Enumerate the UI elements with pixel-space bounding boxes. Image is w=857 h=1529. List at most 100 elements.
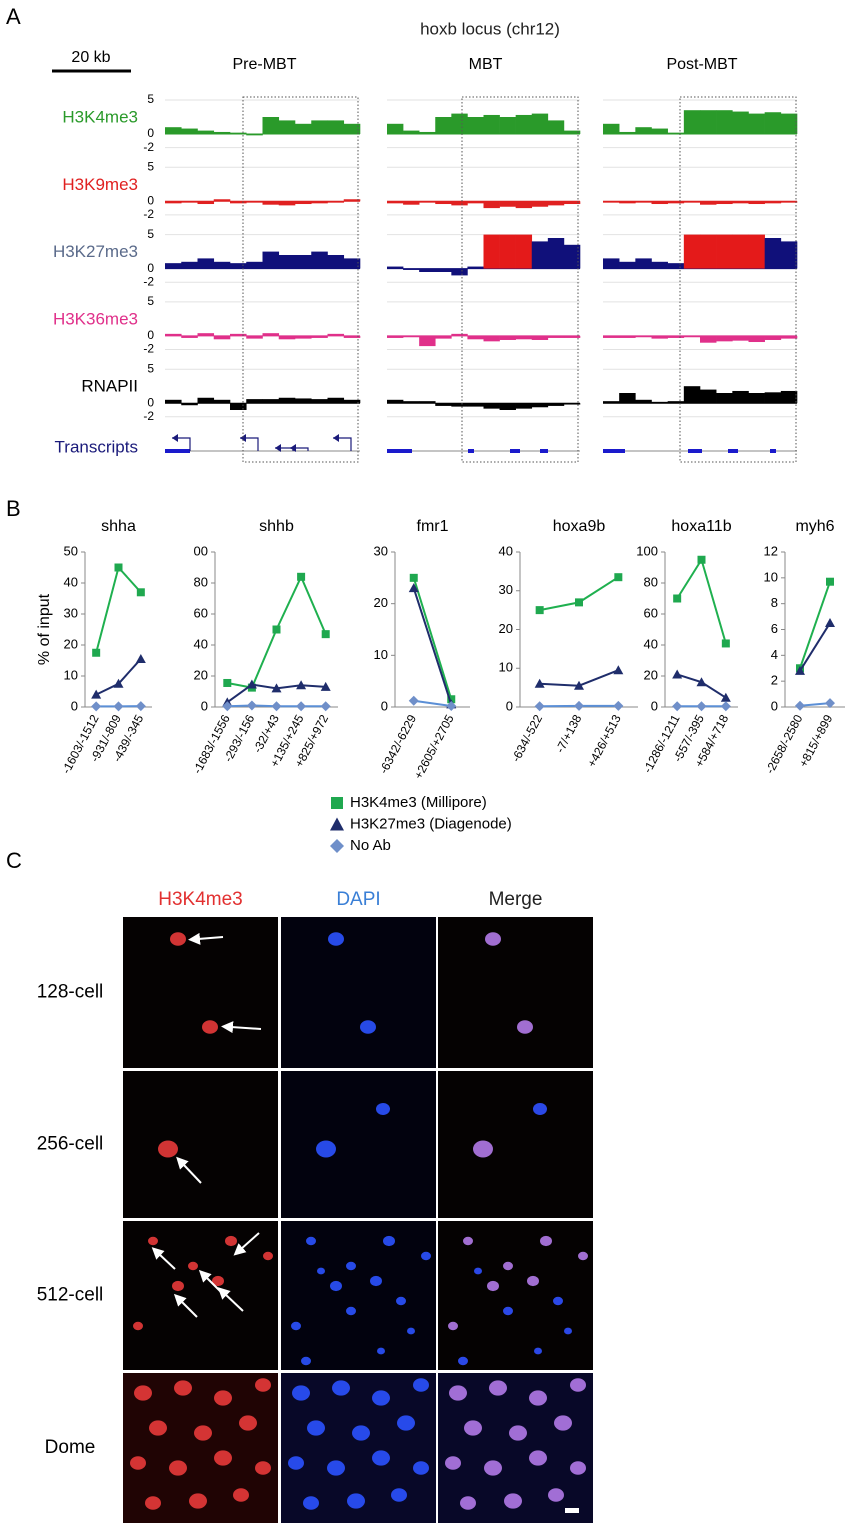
- signal-bar: [619, 132, 635, 134]
- signal-bar: [214, 262, 231, 269]
- signal-bar: [716, 110, 732, 134]
- nucleus: [485, 932, 501, 946]
- point-marker: [721, 701, 731, 711]
- signal-bar: [246, 336, 263, 339]
- signal-bar: [635, 127, 651, 134]
- signal-bar: [548, 336, 564, 338]
- signal-bar: [165, 127, 182, 134]
- signal-bar: [165, 201, 182, 203]
- nucleus: [188, 1262, 198, 1271]
- point-marker: [672, 669, 682, 678]
- signal-bar: [467, 267, 483, 269]
- signal-bar: [214, 400, 231, 403]
- signal-bar: [181, 201, 198, 202]
- signal-bar: [165, 263, 182, 268]
- nucleus: [553, 1297, 563, 1306]
- y-tick-label: 6: [771, 621, 778, 636]
- x-tick-label: -2658/-2580: [763, 712, 806, 776]
- y-tick-label: 0: [147, 126, 154, 140]
- nucleus: [391, 1488, 407, 1502]
- signal-bar: [451, 114, 467, 134]
- nucleus: [316, 1141, 336, 1158]
- micrograph: [438, 1071, 593, 1218]
- signal-bar: [263, 252, 280, 269]
- y-tick-label: 40: [644, 636, 658, 651]
- nucleus: [346, 1307, 356, 1316]
- point-marker: [825, 618, 835, 627]
- nucleus: [352, 1425, 370, 1440]
- y-tick-label: 5: [147, 294, 154, 308]
- signal-bar: [419, 401, 435, 403]
- signal-bar: [181, 129, 198, 134]
- signal-bar: [451, 334, 467, 336]
- point-marker: [410, 574, 418, 582]
- signal-bar: [403, 269, 419, 270]
- nucleus: [255, 1378, 271, 1392]
- row-label: Dome: [45, 1437, 96, 1458]
- nucleus: [158, 1141, 178, 1158]
- nucleus: [578, 1252, 588, 1261]
- signal-bar: [214, 199, 231, 201]
- panel-label: A: [6, 4, 21, 29]
- y-tick-label: 10: [764, 569, 778, 584]
- point-marker: [721, 693, 731, 702]
- signal-bar: [403, 201, 419, 204]
- signal-bar: [548, 238, 564, 269]
- micrograph: [438, 1221, 593, 1370]
- nucleus: [225, 1236, 237, 1246]
- signal-bar: [484, 336, 500, 341]
- signal-bar: [603, 201, 619, 202]
- signal-bar: [781, 114, 797, 134]
- nucleus: [263, 1252, 273, 1261]
- point-marker: [795, 701, 805, 711]
- transcript-block: [603, 449, 625, 453]
- signal-bar: [684, 386, 700, 403]
- signal-bar: [668, 336, 684, 338]
- signal-bar: [603, 258, 619, 268]
- point-marker: [331, 797, 343, 809]
- nucleus: [503, 1262, 513, 1271]
- nucleus: [564, 1328, 572, 1335]
- stage-label: Post-MBT: [666, 56, 737, 73]
- signal-bar: [419, 269, 435, 272]
- point-marker: [409, 696, 419, 706]
- signal-bar: [500, 336, 516, 340]
- point-marker: [136, 701, 146, 711]
- x-tick-label: -7/+138: [553, 712, 585, 755]
- micrograph: [281, 917, 436, 1068]
- y-tick-label: 10: [374, 647, 388, 662]
- panel-label: C: [6, 848, 22, 873]
- chart-title: myh6: [795, 518, 834, 535]
- signal-bar: [279, 201, 296, 205]
- nucleus: [133, 1322, 143, 1331]
- micrograph-bg: [123, 1221, 278, 1370]
- scale-bar: [565, 1508, 579, 1513]
- legend-label: H3K27me3 (Diagenode): [350, 815, 512, 832]
- series-line: [414, 701, 452, 706]
- y-tick-label: 5: [147, 159, 154, 173]
- signal-bar: [403, 401, 419, 403]
- nucleus: [413, 1461, 429, 1475]
- signal-bar: [435, 117, 451, 134]
- signal-bar: [765, 201, 781, 203]
- point-marker: [672, 701, 682, 711]
- micrograph-bg: [123, 1071, 278, 1218]
- signal-bar: [700, 110, 716, 134]
- nucleus: [370, 1276, 382, 1286]
- nucleus: [474, 1268, 482, 1275]
- nucleus: [189, 1493, 207, 1508]
- y-tick-label: 30: [64, 605, 78, 620]
- signal-bar: [652, 336, 668, 339]
- y-tick-label: -2: [143, 274, 154, 288]
- nucleus: [529, 1390, 547, 1405]
- signal-bar: [668, 263, 684, 268]
- x-tick-label: +2605/+2705: [411, 712, 457, 781]
- signal-bar: [328, 120, 345, 134]
- y-tick-label: -2: [143, 342, 154, 356]
- legend-label: No Ab: [350, 837, 391, 854]
- signal-bar: [403, 131, 419, 134]
- chart-title: hoxb locus (chr12): [420, 19, 560, 38]
- nucleus: [346, 1262, 356, 1271]
- y-tick-label: 30: [374, 543, 388, 558]
- y-tick-label: 5: [147, 227, 154, 241]
